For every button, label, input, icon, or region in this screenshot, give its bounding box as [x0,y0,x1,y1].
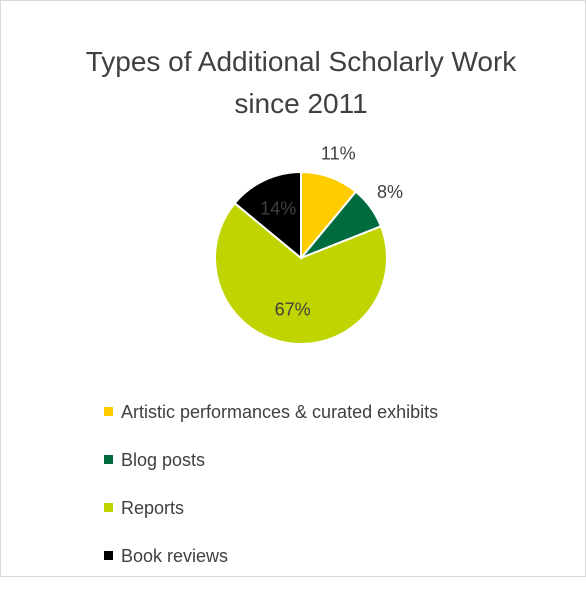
legend-swatch [104,455,113,464]
legend: Artistic performances & curated exhibits… [102,397,438,589]
pie-slice [233,170,302,261]
chart: Types of Additional Scholarly Work since… [0,0,586,577]
legend-item: Blog posts [102,445,438,493]
chart-title: Types of Additional Scholarly Work since… [85,46,517,119]
legend-label: Artistic performances & curated exhibits [121,402,439,422]
legend-swatch [104,407,113,416]
pie-slice [214,201,388,345]
legend-swatch [104,551,113,560]
legend-label: Blog posts [121,450,206,470]
legend-label: Reports [121,498,185,518]
data-label: 14% [260,199,296,219]
legend-item: Artistic performances & curated exhibits [102,397,438,445]
legend-swatch [104,503,113,512]
data-label: 8% [377,182,403,202]
legend-item: Reports [102,493,438,541]
data-label: 11% [321,143,356,163]
legend-item: Book reviews [102,541,438,589]
legend-label: Book reviews [121,546,229,566]
data-label: 67% [275,299,311,319]
pie: 11% 8% 67% 14% [214,143,403,345]
